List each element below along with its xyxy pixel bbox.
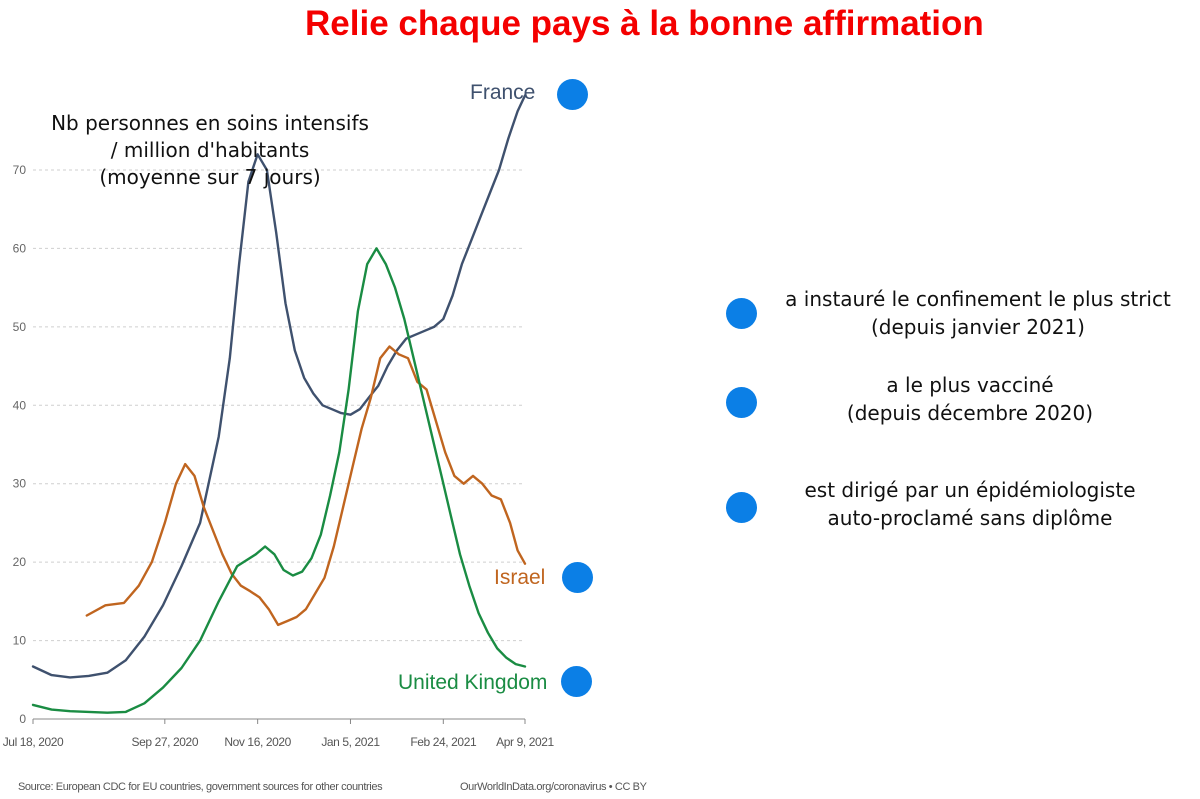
x-tick-label: Sep 27, 2020 bbox=[132, 735, 199, 749]
series-line-uk bbox=[31, 247, 527, 714]
match-dot-israel[interactable] bbox=[562, 562, 593, 593]
y-tick-label: 10 bbox=[13, 634, 27, 648]
y-axis-ticks: 0 10 20 30 40 50 60 70 bbox=[13, 163, 27, 726]
statement-line: a instauré le confinement le plus strict bbox=[785, 287, 1171, 311]
x-tick-label: Nov 16, 2020 bbox=[224, 735, 291, 749]
x-tick-label: Jul 18, 2020 bbox=[3, 735, 64, 749]
statement-line: (depuis décembre 2020) bbox=[846, 401, 1094, 425]
statement-line: est dirigé par un épidémiologiste bbox=[804, 478, 1136, 502]
match-dot-uk[interactable] bbox=[561, 666, 592, 697]
statement-strict-lockdown: a instauré le confinement le plus strict… bbox=[756, 285, 1200, 341]
match-dot-france[interactable] bbox=[557, 79, 588, 110]
series-line-france bbox=[31, 94, 527, 679]
chart-annotation-line: (moyenne sur 7 jours) bbox=[99, 165, 321, 189]
statement-line: (depuis janvier 2021) bbox=[871, 315, 1085, 339]
x-tick-label: Feb 24, 2021 bbox=[410, 735, 477, 749]
statement-line: auto-proclamé sans diplôme bbox=[827, 506, 1113, 530]
chart-gridlines bbox=[33, 169, 525, 642]
x-tick-label: Jan 5, 2021 bbox=[321, 735, 380, 749]
series-label-france: France bbox=[470, 81, 536, 104]
series-label-uk: United Kingdom bbox=[398, 671, 548, 694]
x-axis: Jul 18, 2020 Sep 27, 2020 Nov 16, 2020 Jan … bbox=[3, 718, 555, 749]
series-label-israel: Israel bbox=[494, 566, 546, 589]
y-tick-label: 30 bbox=[13, 477, 27, 491]
y-tick-label: 70 bbox=[13, 163, 27, 177]
statement-self-proclaimed-epidemiologist: est dirigé par un épidémiologiste auto-p… bbox=[760, 476, 1180, 532]
chart-annotation-line: / million d'habitants bbox=[110, 138, 310, 162]
y-tick-label: 20 bbox=[13, 555, 27, 569]
chart-series-lines bbox=[31, 94, 527, 714]
y-tick-label: 60 bbox=[13, 241, 27, 255]
y-tick-label: 40 bbox=[13, 398, 27, 412]
chart-annotation-line: Nb personnes en soins intensifs bbox=[51, 111, 369, 135]
page-title: Relie chaque pays à la bonne affirmation bbox=[305, 4, 984, 43]
y-tick-label: 50 bbox=[13, 320, 27, 334]
y-tick-label: 0 bbox=[19, 712, 26, 726]
match-dot-statement-3[interactable] bbox=[726, 492, 757, 523]
chart-source: Source: European CDC for EU countries, g… bbox=[18, 781, 383, 793]
chart-credit: OurWorldInData.org/coronavirus • CC BY bbox=[460, 781, 647, 793]
line-chart: 0 10 20 30 40 50 60 70 Jul 18, 2020 Sep 27, 2020… bbox=[3, 94, 555, 749]
series-line-israel bbox=[85, 345, 527, 627]
match-dot-statement-2[interactable] bbox=[726, 387, 757, 418]
statement-most-vaccinated: a le plus vacciné (depuis décembre 2020) bbox=[760, 371, 1180, 427]
chart-annotation: Nb personnes en soins intensifs / millio… bbox=[20, 110, 400, 191]
match-dot-statement-1[interactable] bbox=[726, 298, 757, 329]
statement-line: a le plus vacciné bbox=[886, 373, 1054, 397]
x-tick-label: Apr 9, 2021 bbox=[496, 735, 554, 749]
